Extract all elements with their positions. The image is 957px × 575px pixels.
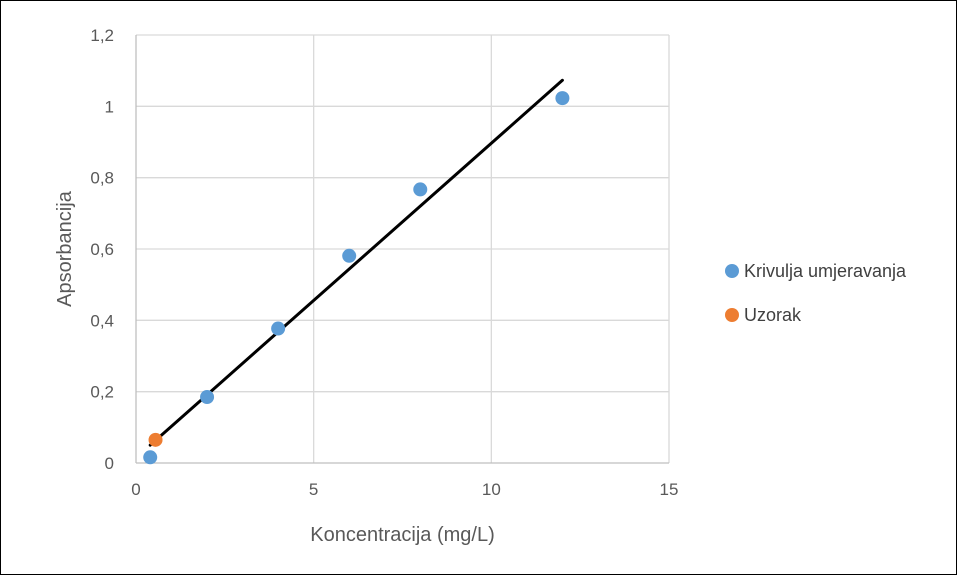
- legend-marker: [725, 264, 739, 278]
- x-tick-label: 0: [131, 480, 140, 499]
- y-tick-label: 0,4: [90, 311, 114, 330]
- axes: [135, 35, 669, 464]
- data-point-sample: [148, 432, 163, 447]
- x-tick-label: 15: [660, 480, 679, 499]
- y-axis-title: Apsorbancija: [54, 190, 76, 307]
- y-tick-label: 0,8: [90, 169, 114, 188]
- y-tick-label: 0,2: [90, 383, 114, 402]
- y-tick-label: 1: [105, 97, 114, 116]
- y-tick-label: 0: [105, 454, 114, 473]
- data-point-calibration: [342, 248, 357, 263]
- legend-marker: [725, 308, 739, 322]
- legend-label: Krivulja umjeravanja: [744, 261, 907, 281]
- x-tick-label: 5: [309, 480, 318, 499]
- x-axis-title: Koncentracija (mg/L): [310, 524, 495, 546]
- trendline: [148, 78, 564, 447]
- data-point-calibration: [555, 91, 570, 106]
- y-tick-label: 1,2: [90, 26, 114, 45]
- data-point-calibration: [143, 450, 158, 465]
- y-tick-label: 0,6: [90, 240, 114, 259]
- legend-label: Uzorak: [744, 305, 802, 325]
- data-point-calibration: [413, 182, 428, 197]
- data-point-calibration: [200, 390, 215, 405]
- x-tick-label: 10: [482, 480, 501, 499]
- data-point-calibration: [271, 321, 286, 336]
- tick-labels: 0 0,2 0,4 0,6 0,8 1 1,2 0 5 10 15: [90, 26, 678, 499]
- grid-lines: [136, 34, 670, 463]
- data-points: [143, 91, 570, 465]
- legend: Krivulja umjeravanja Uzorak: [725, 261, 907, 325]
- trendline-layer: [148, 78, 564, 447]
